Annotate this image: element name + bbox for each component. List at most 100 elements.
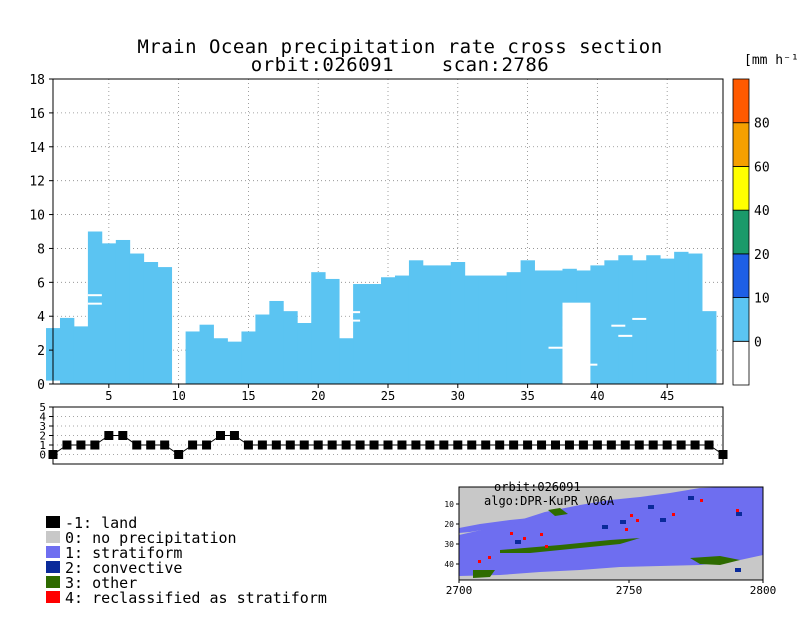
y-tick-label: 8 bbox=[37, 242, 45, 257]
map-other-area bbox=[548, 508, 568, 516]
strip-marker bbox=[662, 440, 672, 450]
strip-marker bbox=[634, 440, 644, 450]
map-stratiform-area bbox=[459, 487, 763, 576]
colorbar-segment bbox=[732, 122, 750, 167]
colorbar-segment bbox=[732, 253, 750, 298]
strip-marker bbox=[132, 440, 142, 450]
precip-gap bbox=[548, 346, 563, 349]
map-convective-cell bbox=[602, 525, 608, 529]
legend-label: 3: other bbox=[65, 574, 138, 592]
map-convective-cell bbox=[660, 518, 666, 522]
precip-bar bbox=[311, 272, 326, 384]
precip-bar bbox=[367, 284, 382, 384]
precip-bar bbox=[408, 260, 424, 384]
strip-marker bbox=[537, 440, 547, 450]
map-convective-cell bbox=[688, 496, 694, 500]
strip-marker bbox=[411, 440, 421, 450]
x-tick-label: 25 bbox=[381, 389, 395, 403]
precip-gap bbox=[346, 319, 361, 322]
precip-bar bbox=[422, 265, 438, 384]
precip-bar bbox=[157, 267, 173, 384]
legend-label: 4: reclassified as stratiform bbox=[65, 589, 327, 607]
colorbar-label: 60 bbox=[754, 160, 770, 175]
precip-bar bbox=[381, 277, 396, 384]
precip-gap bbox=[618, 334, 633, 337]
precip-bar bbox=[534, 270, 549, 384]
map-stratiform-area bbox=[459, 512, 545, 533]
legend-swatch bbox=[46, 561, 60, 573]
legend-swatch bbox=[46, 591, 60, 603]
colorbar-label: 40 bbox=[754, 204, 770, 219]
map-reclassified-cell bbox=[540, 533, 543, 536]
strip-marker bbox=[257, 440, 267, 450]
precip-bar bbox=[255, 314, 270, 384]
strip-marker bbox=[453, 440, 463, 450]
y-tick-label: 2 bbox=[37, 344, 45, 359]
x-tick-label: 15 bbox=[241, 389, 255, 403]
map-other-area bbox=[690, 556, 740, 565]
colorbar-segment bbox=[732, 166, 750, 211]
precip-bar bbox=[213, 338, 228, 384]
map-y-tick-label: 40 bbox=[444, 560, 454, 569]
precip-bar bbox=[632, 260, 647, 384]
precip-bar bbox=[618, 255, 633, 384]
y-tick-label: 6 bbox=[37, 276, 45, 291]
subtitle-scan: scan:2786 bbox=[441, 54, 550, 76]
strip-marker bbox=[62, 440, 72, 450]
subtitle-orbit: orbit:026091 bbox=[250, 54, 395, 76]
map-other-area bbox=[473, 570, 495, 578]
legend-swatch bbox=[46, 516, 60, 528]
precip-bar bbox=[101, 243, 117, 384]
precip-bar bbox=[450, 262, 466, 384]
precip-gap bbox=[346, 311, 361, 314]
precip-bar bbox=[73, 326, 89, 384]
precip-bar bbox=[688, 253, 703, 384]
map-convective-cell bbox=[735, 568, 741, 572]
strip-marker bbox=[676, 440, 686, 450]
precip-bar bbox=[492, 275, 508, 384]
colorbar-segment bbox=[732, 297, 750, 342]
map-x-tick-label: 2750 bbox=[616, 584, 643, 597]
precip-bar bbox=[241, 331, 256, 384]
colorbar-segment bbox=[732, 340, 750, 386]
map-reclassified-cell bbox=[636, 519, 639, 522]
map-y-tick-label: 20 bbox=[444, 520, 454, 529]
strip-marker bbox=[439, 440, 449, 450]
strip-y-tick-label: 0 bbox=[39, 449, 46, 462]
strip-marker bbox=[271, 440, 281, 450]
chart-subtitle: orbit:026091 scan:2786 bbox=[0, 54, 800, 76]
map-reclassified-cell bbox=[672, 513, 675, 516]
strip-marker bbox=[551, 440, 560, 450]
precip-bar bbox=[227, 341, 242, 384]
colorbar-segment bbox=[732, 209, 750, 255]
map-reclassified-cell bbox=[625, 528, 628, 531]
map-reclassified-cell bbox=[545, 545, 548, 548]
strip-frame bbox=[52, 406, 724, 465]
strip-marker bbox=[229, 431, 239, 440]
strip-marker bbox=[118, 431, 128, 440]
precip-gap bbox=[611, 324, 626, 327]
strip-marker bbox=[369, 440, 379, 450]
x-tick-label: 45 bbox=[660, 389, 674, 403]
y-tick-label: 12 bbox=[29, 175, 45, 190]
precip-bar bbox=[478, 275, 494, 384]
x-tick-label: 30 bbox=[451, 389, 465, 403]
strip-y-tick-label: 1 bbox=[39, 439, 46, 452]
precip-bar bbox=[129, 253, 145, 384]
map-convective-cell bbox=[648, 505, 654, 509]
strip-marker bbox=[383, 440, 393, 450]
legend-label: 0: no precipitation bbox=[65, 529, 237, 547]
precip-bar bbox=[339, 338, 354, 384]
map-reclassified-cell bbox=[510, 532, 513, 535]
map-y-tick-label: 10 bbox=[444, 500, 454, 509]
colorbar-unit: [mm h⁻¹] bbox=[744, 53, 800, 68]
strip-y-tick-label: 5 bbox=[39, 401, 46, 414]
strip-y-tick-label: 4 bbox=[39, 411, 46, 424]
precip-bar bbox=[674, 251, 689, 384]
strip-y-tick-label: 2 bbox=[39, 430, 46, 443]
strip-marker bbox=[90, 440, 100, 450]
precip-bar bbox=[646, 255, 661, 384]
strip-marker bbox=[718, 450, 728, 459]
precip-gap bbox=[87, 294, 102, 297]
strip-marker bbox=[425, 440, 435, 450]
